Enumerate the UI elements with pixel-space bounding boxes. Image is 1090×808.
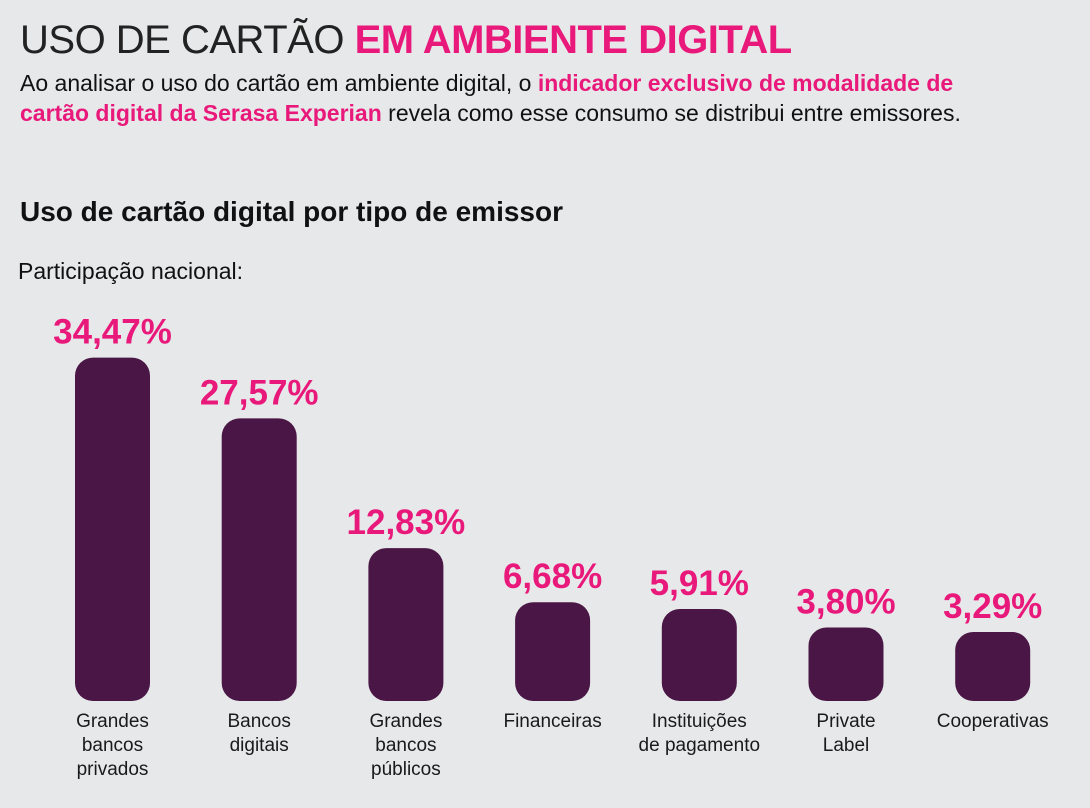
category-label: públicos <box>371 759 441 780</box>
value-label: 34,47% <box>53 313 172 352</box>
category-label: privados <box>77 759 149 780</box>
bar <box>75 357 150 701</box>
intro-part-2: revela como esse consumo se distribui en… <box>381 100 961 126</box>
category-label: bancos <box>375 735 436 756</box>
category-label: Label <box>823 735 870 756</box>
page-title: USO DE CARTÃO EM AMBIENTE DIGITAL <box>20 18 792 63</box>
value-label: 5,91% <box>650 564 749 603</box>
category-label: Grandes <box>369 711 442 732</box>
category-label: de pagamento <box>639 735 761 756</box>
category-label: digitais <box>230 735 289 756</box>
bar <box>221 418 297 701</box>
value-label: 3,29% <box>943 587 1042 626</box>
category-label: Financeiras <box>503 711 601 732</box>
category-label: Cooperativas <box>937 711 1049 732</box>
title-highlight: EM AMBIENTE DIGITAL <box>354 18 793 62</box>
title-light: USO DE CARTÃO <box>20 18 344 62</box>
intro-highlight: indicador exclusivo de modalidade de car… <box>20 70 954 126</box>
value-label: 12,83% <box>347 503 466 542</box>
value-label: 27,57% <box>200 373 319 412</box>
category-label: Grandes <box>76 711 149 732</box>
value-label: 6,68% <box>503 557 602 596</box>
chart-title: Uso de cartão digital por tipo de emisso… <box>20 196 563 227</box>
bar <box>368 548 444 701</box>
category-label: Bancos <box>228 711 291 732</box>
value-label: 3,80% <box>796 583 895 622</box>
intro-part-1: Ao analisar o uso do cartão em ambiente … <box>20 70 538 96</box>
bar <box>808 627 884 701</box>
chart-subtitle: Participação nacional: <box>18 258 244 284</box>
intro-text: Ao analisar o uso do cartão em ambiente … <box>20 68 980 128</box>
bar <box>955 632 1031 701</box>
bar <box>515 602 591 701</box>
bar <box>661 608 737 701</box>
category-label: bancos <box>82 735 143 756</box>
category-label: Private <box>816 711 875 732</box>
category-label: Instituições <box>652 711 747 732</box>
